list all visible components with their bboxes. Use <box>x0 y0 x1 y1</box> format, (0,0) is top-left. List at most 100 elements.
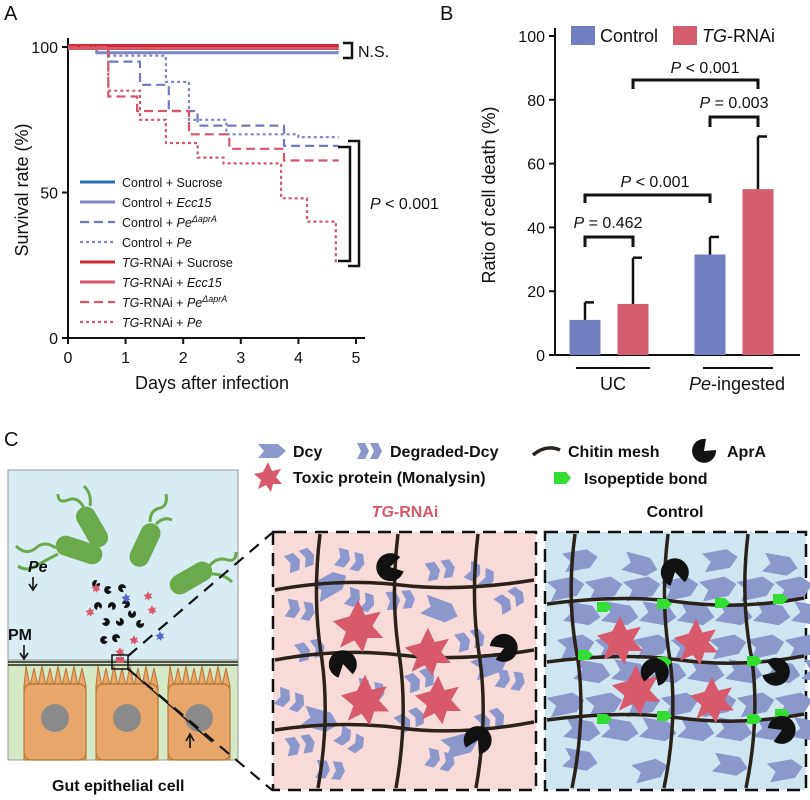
cell-death-axes: 0 20 40 60 80 100 Ratio of cell death (%) UC Pe-… <box>479 28 800 394</box>
dcy-fragment <box>288 692 305 713</box>
dcy-fragment <box>331 761 345 780</box>
x-tick-label: 2 <box>179 350 188 367</box>
survival-line-series-7 <box>68 45 339 162</box>
y-tick-label: 0 <box>536 348 545 365</box>
legend-entry-label: Control + Ecc15 <box>122 196 211 210</box>
comparison-bracket <box>583 193 712 203</box>
survival-line-series-8 <box>68 45 337 266</box>
cell-death-bars <box>569 135 774 355</box>
apra-icon <box>489 633 518 662</box>
isopeptide-bond-icon <box>747 656 762 666</box>
survival-legend: Control + Sucrose Control + Ecc15 Control … <box>80 176 233 330</box>
comparison-bracket <box>583 235 635 247</box>
dcy-fragment <box>488 707 505 728</box>
apra-icon <box>115 617 124 626</box>
dcy-fragment <box>300 734 315 754</box>
legend-degraded-label: Degraded-Dcy <box>390 444 499 461</box>
y-tick-label: 100 <box>518 29 545 46</box>
zoom-guide-top <box>127 532 273 657</box>
x-axis-title: Days after infection <box>135 373 289 393</box>
legend-label: Control <box>600 26 658 46</box>
epithelial-cell <box>167 665 231 761</box>
chitin-icon <box>531 446 561 457</box>
panel-b: B 0 20 40 60 80 100 Ratio of cell death (%) UC P… <box>440 3 800 394</box>
dcy-fragment <box>284 736 300 757</box>
cell-death-comparisons: P = 0.462 P < 0.001 P = 0.003 P < 0.001 <box>574 60 769 247</box>
toxic-protein-icon <box>673 618 719 666</box>
epithelial-cells <box>23 665 231 761</box>
panel-a-letter: A <box>4 3 18 25</box>
bar <box>742 189 774 355</box>
dcy-icon <box>766 759 803 783</box>
x-tick-label: 4 <box>294 350 303 367</box>
legend-swatch <box>571 26 595 45</box>
gut-schematic: Pe PM Gut epithelial cell <box>7 469 273 795</box>
bacterium-icon <box>14 535 103 571</box>
dcy-icon <box>761 552 798 576</box>
dcy-icon <box>676 601 715 626</box>
dcy-icon <box>660 692 699 718</box>
isopeptide-bond-icon <box>657 599 672 609</box>
dcy-icon <box>631 758 668 784</box>
cell-death-legend: Control TG-RNAi <box>571 26 775 46</box>
panel-c: C Dcy Degraded-Dcy Chitin mesh AprA <box>4 429 810 795</box>
zoom-spot <box>116 657 124 663</box>
dcy-icon <box>561 747 598 771</box>
isopeptide-bond-icon <box>773 594 788 604</box>
apra-icon <box>94 602 103 610</box>
toxic-protein-icon <box>414 675 462 725</box>
legend-entry-label: TG-RNAi + PeΔaprA <box>122 294 227 310</box>
y-tick-label: 0 <box>49 331 58 348</box>
legend-entry-label: Control + Sucrose <box>122 176 222 190</box>
apra-icon <box>118 584 127 593</box>
comparison-bracket <box>631 78 760 89</box>
legend-dcy-label: Dcy <box>293 444 322 461</box>
tg-rnai-matrix <box>273 533 535 789</box>
dcy-icon <box>309 572 347 603</box>
degraded-dcy-icon <box>494 668 525 691</box>
comparison-label: P < 0.001 <box>671 60 740 77</box>
toxic-protein-icon <box>611 664 661 716</box>
apra-icon <box>128 610 136 618</box>
dcy-fragment <box>300 601 315 621</box>
dcy-icon <box>686 659 725 684</box>
legend-apra-label: AprA <box>727 444 767 461</box>
toxic-protein-icon <box>404 627 452 677</box>
degraded-dcy-icon <box>283 547 315 574</box>
comparison-bracket <box>708 115 760 127</box>
apra-icon <box>136 619 145 628</box>
isopeptide-bond-icon <box>747 714 762 724</box>
apra-icon <box>767 715 796 744</box>
apra-icon <box>640 658 669 686</box>
dcy-fragment <box>298 547 315 568</box>
significance-bracket-outer <box>338 145 352 263</box>
dcy-icon <box>752 601 791 626</box>
comparison-label: P < 0.001 <box>621 174 690 191</box>
dcy-icon <box>546 692 585 718</box>
dcy-fragment <box>333 725 352 746</box>
cell-label: Gut epithelial cell <box>52 778 184 795</box>
dcy-fragment <box>283 552 300 574</box>
legend-entry-label: TG-RNAi + Sucrose <box>122 256 233 270</box>
chitin-strand <box>314 533 327 789</box>
dcy-icon <box>676 717 715 742</box>
dcy-fragment <box>510 671 525 691</box>
secreted-factors <box>85 579 165 663</box>
apra-icon <box>112 634 121 643</box>
dcy-fragment <box>424 561 440 582</box>
toxic-protein-icon <box>129 635 139 645</box>
isopeptide-bond-icon <box>597 714 612 724</box>
dcy-fragment <box>454 632 470 653</box>
degraded-dcy-icon <box>357 443 382 459</box>
apra-icon <box>100 636 108 644</box>
legend-entry-label: TG-RNAi + Ecc15 <box>122 276 222 290</box>
x-tick-label: 5 <box>352 350 361 367</box>
dcy-icon <box>600 717 639 742</box>
dcy-icon <box>584 576 623 602</box>
control-matrix <box>546 533 810 789</box>
comparison-label: P = 0.462 <box>574 215 643 232</box>
control-panel: Control <box>543 504 810 792</box>
apra-icon <box>102 617 110 626</box>
toxic-protein-icon <box>254 462 282 492</box>
